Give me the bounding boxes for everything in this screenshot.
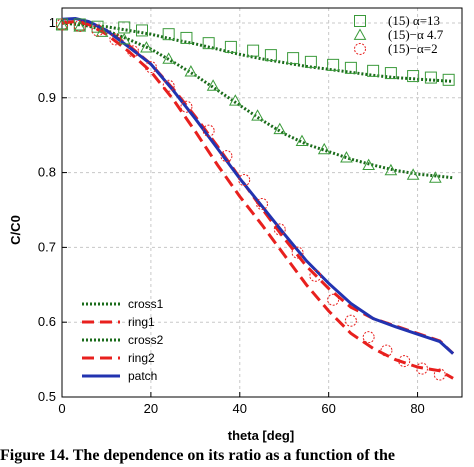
legend-marker-label: (15)−α 4.7 [388,27,444,42]
marker-circle [256,197,268,210]
marker-circle [162,79,175,92]
y-tick-label: 0.8 [38,165,56,180]
marker-circle [180,100,193,113]
y-tick-label: 0.5 [38,389,56,404]
marker-square [224,40,237,53]
marker-triangle [95,25,109,37]
y-tick-label: 0.7 [38,239,56,254]
marker-circle [73,19,86,32]
marker-square [180,31,193,44]
marker-circle [398,355,411,368]
marker-square [304,55,317,68]
x-tick-label: 40 [233,401,247,416]
marker-circle [144,61,157,74]
chart-background [0,0,474,447]
y-tick-label: 0.6 [38,314,56,329]
marker-triangle [340,151,353,163]
x-tick-label: 0 [58,401,65,416]
marker-square [384,67,397,80]
marker-square [327,58,340,71]
marker-triangle [273,122,287,135]
marker-square [91,20,104,33]
chart: 0 20 40 60 80 0.5 0.6 0.7 0.8 0.9 1 theta [deg] C/… [0,0,474,447]
marker-circle [362,331,375,344]
legend-label-cross2: cross2 [128,333,164,347]
legend-upper: (15) α=13(15)−α 4.7(15)−α=2 [353,13,444,56]
marker-triangle [295,134,309,147]
marker-points [55,17,455,381]
marker-square [202,37,215,50]
marker-square [424,71,437,84]
marker-square [407,70,420,83]
series-line-ring2 [61,19,454,380]
legend-marker-triangle [353,28,367,40]
marker-triangle [362,158,376,170]
series-line-patch [61,16,455,355]
marker-circle [273,223,286,236]
y-tick-label: 1 [49,15,56,30]
x-axis-label: theta [deg] [228,428,294,443]
marker-triangle [184,65,198,77]
marker-triangle [406,168,420,180]
legend-marker-label: (15) α=13 [388,13,440,28]
legend-label-ring1: ring1 [128,315,155,329]
marker-triangle [55,17,69,30]
marker-triangle [117,32,131,45]
marker-square [162,28,175,41]
marker-square [287,52,300,65]
marker-triangle [228,94,242,106]
marker-circle [291,246,304,259]
legend-marker-square [354,15,366,27]
legend-label-cross1: cross1 [128,297,164,311]
marker-triangle [206,79,220,91]
marker-square [442,73,455,86]
marker-circle [56,18,68,31]
marker-circle [344,314,357,327]
legend-label-ring2: ring2 [128,351,155,365]
marker-circle [238,174,251,187]
x-tick-label: 60 [321,401,335,416]
y-axis-label: C/C0 [8,215,23,245]
marker-circle [202,124,215,137]
x-tick-label: 20 [144,401,158,416]
x-tick-label: 80 [410,401,424,416]
marker-triangle [428,171,442,183]
marker-circle [109,33,122,46]
marker-square [367,64,380,77]
marker-circle [309,269,322,282]
marker-circle [433,368,446,381]
marker-circle [220,150,233,163]
legend-label-patch: patch [128,369,157,383]
marker-circle [91,24,104,37]
plot-frame [61,7,463,398]
marker-triangle [317,142,331,155]
marker-square [264,49,277,62]
marker-circle [380,344,393,357]
marker-circle [416,362,428,375]
figure-caption: Figure 14. The dependence on its ratio a… [0,447,395,464]
legend-marker-circle [354,43,366,55]
marker-square [136,24,148,37]
marker-circle [327,293,340,306]
marker-circle [127,45,140,58]
legend-lower: cross1 ring1 cross2 ring2 patch [82,297,164,383]
marker-triangle [140,41,153,53]
marker-triangle [162,52,176,64]
marker-triangle [384,163,398,176]
y-tick-label: 0.9 [38,90,56,105]
marker-triangle [251,109,264,121]
legend-marker-label: (15)−α=2 [388,41,438,56]
marker-square [247,44,260,57]
axis-ticks: 0 20 40 60 80 0.5 0.6 0.7 0.8 0.9 1 [38,15,425,416]
marker-square [344,61,357,74]
